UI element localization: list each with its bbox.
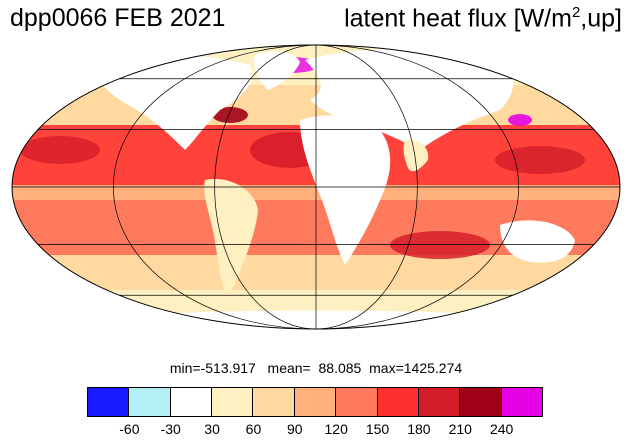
colorbar-label: 30 bbox=[204, 421, 220, 437]
meridian-line bbox=[315, 44, 418, 330]
stat-min-label: min= bbox=[169, 360, 201, 376]
stat-mean-label: mean= bbox=[255, 360, 319, 376]
stat-mean: 88.085 bbox=[318, 360, 362, 376]
variable-title-prefix: latent heat flux [W/m bbox=[344, 4, 572, 33]
colorbar-label: 90 bbox=[287, 421, 303, 437]
stats-line: min=-513.917 mean= 88.085 max=1425.274 bbox=[0, 360, 632, 376]
colorbar-segment bbox=[335, 387, 378, 417]
map-outline bbox=[11, 44, 621, 330]
colorbar-label: -60 bbox=[119, 421, 140, 437]
colorbar-segment bbox=[169, 387, 213, 417]
eurasia bbox=[305, 48, 514, 150]
colorbar-segment bbox=[500, 387, 543, 417]
colorbar-segment bbox=[128, 387, 171, 417]
colorbar-label: 60 bbox=[245, 421, 262, 437]
colorbar-segment bbox=[293, 387, 337, 417]
greenland bbox=[254, 51, 300, 90]
meridian-line bbox=[112, 44, 317, 330]
south-america bbox=[204, 179, 258, 300]
variable-title: latent heat flux [W/m2,up] bbox=[344, 4, 622, 33]
stat-max-label: max= bbox=[361, 360, 404, 376]
colorbar bbox=[87, 387, 543, 417]
colorbar-label: 210 bbox=[448, 421, 472, 437]
colorbar-segment bbox=[417, 387, 461, 417]
colorbar-segment bbox=[87, 387, 130, 417]
india bbox=[403, 139, 429, 172]
stat-max: 1425.274 bbox=[403, 360, 463, 376]
colorbar-label: 240 bbox=[489, 421, 514, 437]
africa bbox=[300, 115, 391, 266]
colorbar-labels: -60 -30 30 60 90 120 150 180 210 240 bbox=[88, 421, 543, 437]
australia bbox=[500, 220, 575, 263]
variable-title-suffix: ,up] bbox=[580, 4, 622, 33]
antarctica bbox=[100, 310, 540, 329]
stat-min: -513.917 bbox=[200, 360, 256, 376]
north-america bbox=[95, 55, 253, 151]
map-title: dpp0066 FEB 2021 bbox=[10, 4, 226, 32]
colorbar-segment bbox=[211, 387, 254, 417]
colorbar-label: -30 bbox=[160, 421, 181, 437]
colorbar-segment bbox=[459, 387, 502, 417]
colorbar-segment bbox=[376, 387, 419, 417]
colorbar-label: 120 bbox=[324, 421, 348, 437]
graticule bbox=[12, 44, 620, 330]
variable-title-sup: 2 bbox=[571, 4, 581, 21]
colorbar-label: 180 bbox=[407, 421, 431, 437]
colorbar-segment bbox=[252, 387, 295, 417]
colorbar-label: 150 bbox=[365, 421, 390, 437]
meridian-line bbox=[315, 44, 520, 330]
meridian-line bbox=[214, 44, 317, 330]
